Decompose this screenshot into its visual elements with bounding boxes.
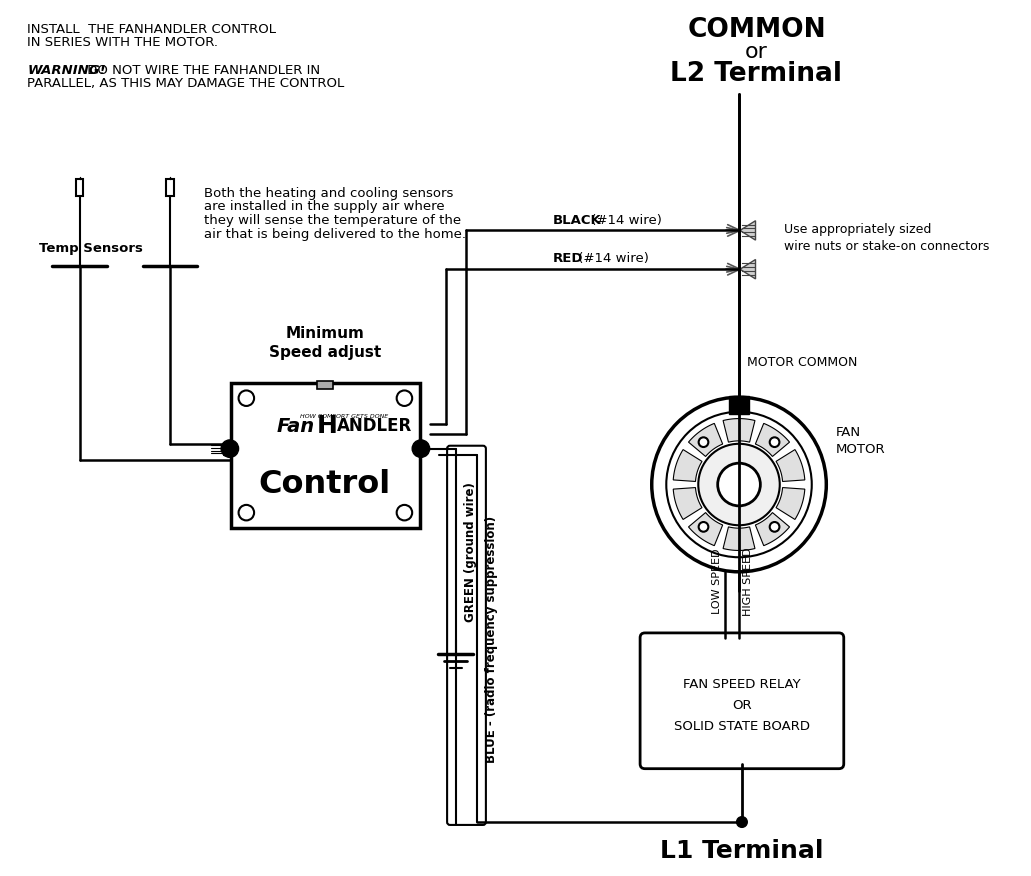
Text: or: or — [745, 42, 768, 62]
Circle shape — [699, 437, 708, 447]
Bar — [75, 179, 84, 196]
Text: BLUE - (radio frequency suppression): BLUE - (radio frequency suppression) — [485, 516, 498, 763]
Polygon shape — [776, 488, 805, 519]
Text: are installed in the supply air where: are installed in the supply air where — [204, 201, 444, 214]
Circle shape — [699, 522, 708, 532]
Polygon shape — [673, 488, 702, 519]
Text: HOW COMFORT GETS DONE: HOW COMFORT GETS DONE — [300, 414, 389, 419]
Text: H: H — [318, 414, 338, 438]
Text: Control: Control — [259, 469, 391, 500]
Text: they will sense the temperature of the: they will sense the temperature of the — [204, 214, 461, 227]
Polygon shape — [723, 419, 755, 442]
Polygon shape — [756, 512, 790, 546]
Text: BLACK: BLACK — [553, 214, 601, 227]
Circle shape — [770, 522, 779, 532]
Text: WARNING!: WARNING! — [27, 64, 106, 76]
Text: FAN
MOTOR: FAN MOTOR — [836, 427, 886, 456]
Circle shape — [718, 463, 760, 505]
Text: LOW SPEED: LOW SPEED — [711, 548, 722, 614]
Text: Both the heating and cooling sensors: Both the heating and cooling sensors — [204, 187, 453, 200]
Text: Fan: Fan — [277, 417, 315, 436]
Text: Minimum
Speed adjust: Minimum Speed adjust — [269, 326, 381, 360]
Polygon shape — [723, 526, 755, 550]
Bar — [729, 396, 749, 413]
Circle shape — [770, 437, 779, 447]
Polygon shape — [689, 423, 723, 456]
Text: Use appropriately sized
wire nuts or stake-on connectors: Use appropriately sized wire nuts or sta… — [784, 223, 989, 252]
Text: (#14 wire): (#14 wire) — [587, 214, 662, 227]
Circle shape — [736, 816, 747, 827]
Text: (#14 wire): (#14 wire) — [574, 252, 650, 265]
Circle shape — [652, 397, 826, 572]
Text: INSTALL  THE FANHANDLER CONTROL: INSTALL THE FANHANDLER CONTROL — [27, 23, 276, 36]
Text: ANDLER: ANDLER — [336, 417, 411, 435]
Polygon shape — [689, 512, 723, 546]
Text: GREEN (ground wire): GREEN (ground wire) — [464, 483, 476, 622]
Text: air that is being delivered to the home.: air that is being delivered to the home. — [204, 228, 466, 241]
Text: HIGH SPEED: HIGH SPEED — [743, 548, 753, 616]
Circle shape — [412, 440, 430, 457]
Polygon shape — [740, 259, 756, 279]
Text: IN SERIES WITH THE MOTOR.: IN SERIES WITH THE MOTOR. — [27, 37, 219, 49]
Text: RED: RED — [553, 252, 584, 265]
Polygon shape — [756, 423, 790, 456]
Circle shape — [221, 440, 238, 457]
Text: L1 Terminal: L1 Terminal — [660, 838, 824, 863]
Polygon shape — [776, 449, 805, 482]
Bar — [166, 179, 173, 196]
Circle shape — [698, 444, 779, 526]
Bar — [231, 383, 420, 528]
Text: FAN SPEED RELAY
OR
SOLID STATE BOARD: FAN SPEED RELAY OR SOLID STATE BOARD — [674, 678, 810, 733]
Text: MOTOR COMMON: MOTOR COMMON — [746, 356, 857, 369]
Polygon shape — [673, 449, 702, 482]
Text: COMMON: COMMON — [688, 17, 826, 43]
Polygon shape — [740, 221, 756, 240]
Bar — [318, 381, 333, 388]
Text: L2 Terminal: L2 Terminal — [670, 60, 842, 87]
FancyBboxPatch shape — [640, 632, 843, 768]
Text: PARALLEL, AS THIS MAY DAMAGE THE CONTROL: PARALLEL, AS THIS MAY DAMAGE THE CONTROL — [27, 77, 344, 90]
Text: DO NOT WIRE THE FANHANDLER IN: DO NOT WIRE THE FANHANDLER IN — [84, 64, 321, 76]
Text: Temp Sensors: Temp Sensors — [39, 242, 142, 255]
